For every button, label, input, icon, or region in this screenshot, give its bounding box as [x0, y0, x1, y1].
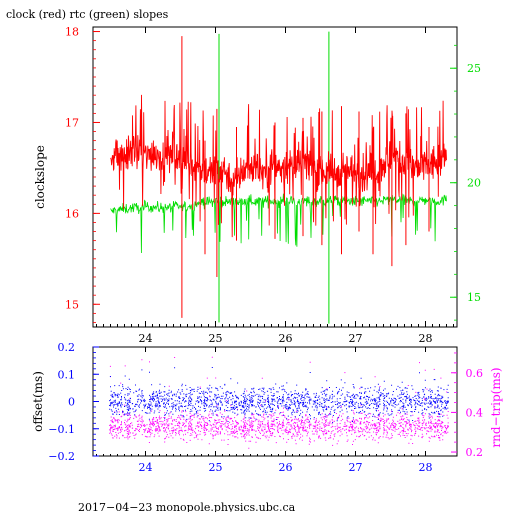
x-tick-label: 27 — [349, 332, 363, 345]
x-tick-label: 24 — [139, 332, 153, 345]
y-axis-label: offset(ms) — [31, 371, 45, 432]
y-right-tick-label: 0.6 — [466, 367, 484, 380]
x-tick-label: 26 — [279, 332, 293, 345]
y-left-tick-label: 0.2 — [58, 341, 76, 354]
rtc-series-line — [110, 193, 447, 254]
y-left-tick-label: 0 — [68, 396, 75, 409]
x-tick-label: 28 — [419, 332, 433, 345]
clock-series-line — [110, 94, 447, 238]
x-tick-label: 24 — [139, 461, 153, 474]
y-right-tick-label: 0.4 — [466, 406, 484, 419]
y-left-tick-label: 18 — [65, 26, 79, 39]
x-tick-label: 25 — [209, 461, 223, 474]
offset-points — [109, 367, 449, 424]
y-left-tick-label: 16 — [65, 207, 79, 220]
x-tick-label: 28 — [419, 461, 433, 474]
x-tick-label: 27 — [349, 461, 363, 474]
y-left-tick-label: 0.1 — [58, 368, 76, 381]
offset-panel: 24 25 26 27 28 −0.2 −0.1 0 0.1 0.2 0.2 0.4 0.6 offset… — [31, 341, 503, 474]
y-left-tick-label: −0.2 — [48, 450, 75, 463]
y-right-tick-label: 25 — [467, 62, 481, 75]
slopes-panel: 24 25 26 27 28 15 16 17 18 15 20 25 clockslope — [33, 26, 481, 345]
y-right-tick-label: 15 — [467, 291, 481, 304]
x-tick-label: 26 — [279, 461, 293, 474]
y2-axis-label: rnd−trip(ms) — [489, 367, 503, 447]
x-tick-label: 25 — [209, 332, 223, 345]
y-left-tick-label: 17 — [65, 116, 79, 129]
y-axis-label: clockslope — [33, 145, 47, 209]
y-left-tick-label: −0.1 — [48, 423, 75, 436]
footer-label: 2017−04−23 monopole.physics.ubc.ca — [78, 501, 296, 512]
y-left-tick-label: 15 — [65, 298, 79, 311]
chart-title: clock (red) rtc (green) slopes — [6, 8, 169, 21]
y-right-tick-label: 20 — [467, 177, 481, 190]
y-right-tick-label: 0.2 — [466, 446, 484, 459]
rnd-trip-points — [109, 356, 449, 449]
